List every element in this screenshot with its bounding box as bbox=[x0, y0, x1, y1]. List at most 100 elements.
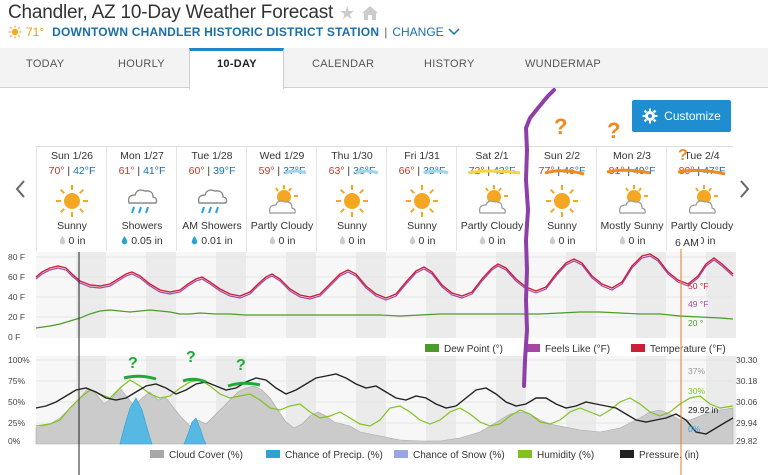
temp-y-tick: 80 F bbox=[8, 252, 25, 262]
sunny-icon bbox=[406, 185, 438, 217]
day-temperatures: 70° | 42°F bbox=[48, 165, 96, 177]
night-band bbox=[356, 252, 386, 338]
day-column[interactable]: Sun 1/26 70° | 42°F Sunny 0 in bbox=[36, 147, 106, 251]
lower-y-right-tick: 29.82 bbox=[736, 436, 758, 446]
day-column[interactable]: Sat 2/1 72° | 43°F Partly Cloudy 0 in bbox=[456, 147, 526, 251]
blue-scribble bbox=[355, 169, 379, 175]
night-band bbox=[76, 252, 106, 338]
next-arrow-icon[interactable] bbox=[737, 178, 751, 200]
night-band bbox=[706, 252, 736, 338]
legend-pressure[interactable]: Pressure. (in) bbox=[639, 450, 699, 461]
partly-cloudy-icon bbox=[619, 185, 648, 214]
legend-chance-snow[interactable]: Chance of Snow (%) bbox=[413, 450, 505, 461]
low-temp: 42°F bbox=[73, 165, 96, 177]
change-station-link[interactable]: CHANGE bbox=[392, 25, 444, 39]
yellow-scribble bbox=[467, 169, 521, 175]
home-icon[interactable] bbox=[361, 4, 379, 22]
cloud-cover-readout: 37% bbox=[688, 366, 705, 376]
tab-today[interactable]: TODAY bbox=[26, 58, 65, 70]
tab-hourly[interactable]: HOURLY bbox=[118, 58, 165, 70]
day-date: Sun 1/26 bbox=[50, 150, 94, 162]
condition-text: Partly Cloudy bbox=[670, 220, 734, 232]
day-column[interactable]: Mon 2/3 81° | 49°F Mostly Sunny 0 in bbox=[596, 147, 666, 251]
high-temp: 60° bbox=[188, 165, 205, 177]
condition-text: Showers bbox=[121, 220, 163, 232]
tab-calendar[interactable]: CALENDAR bbox=[312, 58, 375, 70]
high-temp: 77° bbox=[538, 165, 555, 177]
legend-dew-point[interactable]: Dew Point (°) bbox=[444, 344, 503, 355]
condition-text: Sunny bbox=[547, 220, 577, 232]
green-annotation-markers: ? ? ? bbox=[123, 349, 261, 388]
day-column[interactable]: Wed 1/29 59° | 37°F Partly Cloudy 0 in bbox=[246, 147, 316, 251]
day-column[interactable]: Thu 1/30 63° | 36°F Sunny 0 in bbox=[316, 147, 386, 251]
day-column[interactable]: Mon 1/27 61° | 41°F Showers 0.05 in bbox=[106, 147, 176, 251]
lower-y-right-tick: 29.94 bbox=[736, 418, 758, 428]
orange-scribble bbox=[677, 168, 726, 176]
orange-question-mark: ? bbox=[607, 118, 620, 143]
orange-scribble bbox=[544, 169, 585, 176]
condition-text: Mostly Sunny bbox=[600, 220, 664, 232]
legend-chance-precip[interactable]: Chance of Precip. (%) bbox=[285, 450, 383, 461]
legend-humidity[interactable]: Humidity (%) bbox=[537, 450, 594, 461]
day-date: Tue 1/28 bbox=[191, 150, 233, 162]
purple-annotation-line bbox=[522, 88, 556, 388]
forecast-days: Sun 1/26 70° | 42°F Sunny 0 in Mon 1/27 61° |… bbox=[36, 146, 733, 251]
gear-icon bbox=[642, 108, 658, 124]
legend-swatch-precip bbox=[266, 450, 280, 458]
legend-swatch-dew bbox=[425, 344, 439, 352]
sun-small-icon bbox=[8, 25, 22, 39]
lower-y-left-tick: 25% bbox=[8, 418, 25, 428]
pressure-line bbox=[35, 373, 734, 435]
raindrop-icon bbox=[192, 236, 198, 245]
legend-temperature[interactable]: Temperature (°F) bbox=[650, 344, 726, 355]
orange-question-mark: ? bbox=[554, 114, 567, 139]
previous-arrow-icon[interactable] bbox=[14, 178, 28, 200]
high-temp: 70° bbox=[48, 165, 65, 177]
high-temp: 66° bbox=[398, 165, 415, 177]
humidity-line bbox=[35, 379, 734, 427]
low-temp: 39°F bbox=[213, 165, 236, 177]
condition-text: Partly Cloudy bbox=[460, 220, 524, 232]
tab-wundermap[interactable]: WUNDERMAP bbox=[525, 58, 602, 70]
legend-feels-like[interactable]: Feels Like (°F) bbox=[545, 344, 610, 355]
precip-pressure-chart: 100% 75% 50% 25% 0% 30.30 30.18 30.06 29… bbox=[8, 355, 758, 461]
condition-text: Partly Cloudy bbox=[250, 220, 314, 232]
precip-amount: 0 in bbox=[527, 235, 597, 247]
lower-y-left-tick: 50% bbox=[8, 397, 25, 407]
raindrop-icon bbox=[409, 236, 415, 245]
condition-text: Sunny bbox=[57, 220, 87, 232]
night-band bbox=[496, 252, 526, 338]
humidity-readout: 30% bbox=[688, 386, 705, 396]
temp-y-tick: 0 F bbox=[8, 332, 20, 342]
page-title: Chandler, AZ 10-Day Weather Forecast bbox=[8, 2, 334, 23]
location-row: 71° DOWNTOWN CHANDLER HISTORIC DISTRICT … bbox=[8, 24, 460, 40]
precip-amount: 0.05 in bbox=[107, 235, 177, 247]
station-name-link[interactable]: DOWNTOWN CHANDLER HISTORIC DISTRICT STAT… bbox=[52, 25, 380, 39]
partly-cloudy-icon bbox=[479, 185, 508, 214]
night-band bbox=[426, 252, 456, 338]
day-temperatures: 61° | 41°F bbox=[118, 165, 166, 177]
day-column[interactable]: Fri 1/31 66° | 38°F Sunny 0 in bbox=[386, 147, 456, 251]
green-question-mark: ? bbox=[128, 355, 138, 372]
customize-label: Customize bbox=[664, 109, 721, 123]
day-date: Sun 2/2 bbox=[543, 150, 581, 162]
feels-like-line bbox=[35, 255, 734, 301]
customize-button[interactable]: Customize bbox=[632, 100, 731, 132]
high-temp: 59° bbox=[258, 165, 275, 177]
temp-y-tick: 40 F bbox=[8, 292, 25, 302]
chevron-down-icon[interactable] bbox=[448, 28, 460, 36]
day-date: Mon 2/3 bbox=[613, 150, 651, 162]
day-column[interactable]: Tue 1/28 60° | 39°F AM Showers 0.01 in bbox=[176, 147, 246, 251]
favorite-star-icon[interactable]: ★ bbox=[339, 2, 356, 23]
raindrop-icon bbox=[549, 236, 555, 245]
sunny-icon bbox=[546, 185, 578, 217]
pressure-readout: 29.92 in bbox=[688, 405, 719, 415]
legend-cloud-cover[interactable]: Cloud Cover (%) bbox=[169, 450, 243, 461]
tab-history[interactable]: HISTORY bbox=[424, 58, 475, 70]
current-temperature: 71° bbox=[26, 25, 45, 39]
precip-amount: 0 in bbox=[457, 235, 527, 247]
tab-10-day[interactable]: 10-DAY bbox=[217, 58, 257, 70]
condition-text: Sunny bbox=[337, 220, 367, 232]
precip-amount: 0 in bbox=[317, 235, 387, 247]
